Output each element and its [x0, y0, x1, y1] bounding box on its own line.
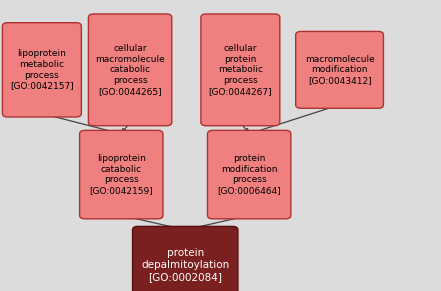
FancyBboxPatch shape	[3, 23, 81, 117]
FancyBboxPatch shape	[79, 130, 163, 219]
FancyBboxPatch shape	[88, 14, 172, 126]
FancyBboxPatch shape	[201, 14, 280, 126]
Text: cellular
protein
metabolic
process
[GO:0044267]: cellular protein metabolic process [GO:0…	[209, 44, 272, 96]
FancyBboxPatch shape	[132, 226, 238, 291]
Text: cellular
macromolecule
catabolic
process
[GO:0044265]: cellular macromolecule catabolic process…	[95, 44, 165, 96]
Text: protein
depalmitoylation
[GO:0002084]: protein depalmitoylation [GO:0002084]	[141, 248, 229, 282]
Text: lipoprotein
metabolic
process
[GO:0042157]: lipoprotein metabolic process [GO:004215…	[10, 49, 74, 91]
Text: macromolecule
modification
[GO:0043412]: macromolecule modification [GO:0043412]	[305, 55, 374, 85]
FancyBboxPatch shape	[295, 31, 384, 108]
Text: lipoprotein
catabolic
process
[GO:0042159]: lipoprotein catabolic process [GO:004215…	[90, 154, 153, 195]
Text: protein
modification
process
[GO:0006464]: protein modification process [GO:0006464…	[217, 154, 281, 195]
FancyBboxPatch shape	[207, 130, 291, 219]
